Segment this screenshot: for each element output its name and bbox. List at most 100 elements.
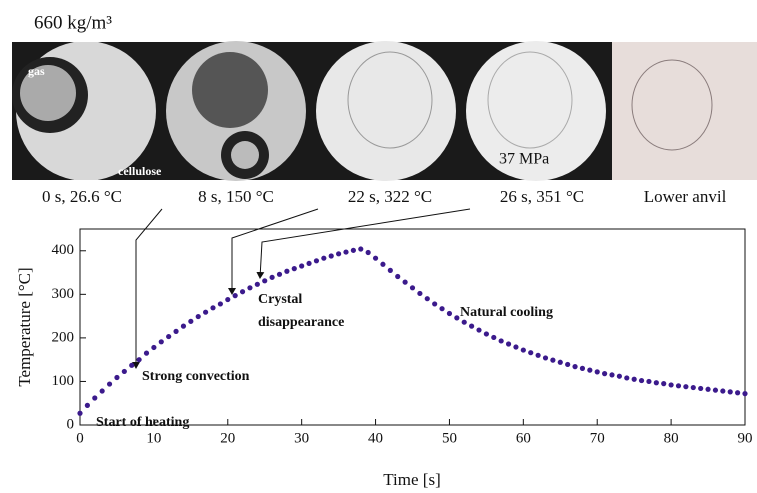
- x-tick-label: 90: [738, 430, 753, 446]
- data-point: [410, 285, 415, 290]
- y-tick-label: 400: [52, 242, 75, 258]
- data-point: [233, 293, 238, 298]
- data-point: [558, 360, 563, 365]
- image-caption: 26 s, 351 °C: [500, 187, 584, 206]
- data-point: [188, 319, 193, 324]
- plot-frame: [80, 229, 745, 425]
- x-axis-label: Time [s]: [383, 470, 440, 489]
- data-point: [654, 380, 659, 385]
- data-point: [218, 301, 223, 306]
- data-point: [735, 390, 740, 395]
- data-point: [742, 391, 747, 396]
- data-point: [270, 275, 275, 280]
- data-point: [144, 351, 149, 356]
- x-tick-label: 30: [294, 430, 309, 446]
- data-point: [669, 382, 674, 387]
- data-point: [114, 375, 119, 380]
- data-point: [151, 345, 156, 350]
- data-point: [521, 347, 526, 352]
- figure: 660 kg/m³ gas cellulose 37 MPa 0 s, 26.6…: [0, 0, 757, 493]
- data-point: [580, 366, 585, 371]
- annotation: Natural cooling: [460, 305, 553, 320]
- data-point: [491, 335, 496, 340]
- x-tick-label: 10: [146, 430, 161, 446]
- data-point: [484, 331, 489, 336]
- data-point: [321, 256, 326, 261]
- data-point: [343, 249, 348, 254]
- data-point: [624, 375, 629, 380]
- data-point: [255, 282, 260, 287]
- data-point: [388, 268, 393, 273]
- data-point: [728, 389, 733, 394]
- arrow: [136, 209, 162, 368]
- x-tick-label: 20: [220, 430, 235, 446]
- title: 660 kg/m³: [34, 12, 112, 33]
- y-tick-label: 200: [52, 329, 75, 345]
- y-tick-label: 100: [52, 373, 75, 389]
- data-point: [351, 248, 356, 253]
- x-tick-label: 50: [442, 430, 457, 446]
- data-point: [225, 297, 230, 302]
- data-point: [609, 372, 614, 377]
- data-point: [691, 385, 696, 390]
- data-point: [632, 377, 637, 382]
- x-tick-label: 0: [76, 430, 84, 446]
- data-point: [277, 272, 282, 277]
- data-point: [565, 362, 570, 367]
- image-annotation: gas: [28, 64, 45, 78]
- arrow: [232, 209, 318, 294]
- data-point: [661, 381, 666, 386]
- data-point: [358, 246, 363, 251]
- data-point: [100, 388, 105, 393]
- data-point: [469, 324, 474, 329]
- data-point: [166, 334, 171, 339]
- x-tick-label: 40: [368, 430, 383, 446]
- data-point: [129, 363, 134, 368]
- data-point: [137, 357, 142, 362]
- data-point: [513, 344, 518, 349]
- image-caption: Lower anvil: [644, 187, 727, 206]
- image-annotation: cellulose: [118, 164, 162, 178]
- data-point: [595, 369, 600, 374]
- data-point: [550, 358, 555, 363]
- data-point: [203, 310, 208, 315]
- data-point: [284, 269, 289, 274]
- data-point: [262, 278, 267, 283]
- arrow: [260, 209, 470, 278]
- data-point: [196, 314, 201, 319]
- y-tick-label: 0: [67, 416, 75, 432]
- data-point: [247, 285, 252, 290]
- data-point: [77, 411, 82, 416]
- data-point: [425, 296, 430, 301]
- data-point: [299, 263, 304, 268]
- data-point: [506, 341, 511, 346]
- data-point: [602, 371, 607, 376]
- data-point: [587, 368, 592, 373]
- data-point: [336, 251, 341, 256]
- data-point: [122, 369, 127, 374]
- data-point: [476, 327, 481, 332]
- annotation: Start of heating: [96, 415, 189, 430]
- x-tick-label: 70: [590, 430, 605, 446]
- image-caption: 8 s, 150 °C: [198, 187, 274, 206]
- data-point: [417, 291, 422, 296]
- y-axis-label: Temperature [°C]: [15, 267, 34, 386]
- data-point: [107, 381, 112, 386]
- y-tick-label: 300: [52, 286, 75, 302]
- data-point: [536, 353, 541, 358]
- data-point: [292, 266, 297, 271]
- data-point: [720, 388, 725, 393]
- data-point: [85, 403, 90, 408]
- data-point: [240, 289, 245, 294]
- data-point: [329, 253, 334, 258]
- annotation: Strong convection: [142, 369, 250, 384]
- data-point: [683, 384, 688, 389]
- data-point: [306, 261, 311, 266]
- data-point: [528, 350, 533, 355]
- data-point: [617, 374, 622, 379]
- data-point: [698, 386, 703, 391]
- data-point: [462, 320, 467, 325]
- image-annotation: 37 MPa: [499, 151, 549, 168]
- data-point: [373, 256, 378, 261]
- data-point: [210, 305, 215, 310]
